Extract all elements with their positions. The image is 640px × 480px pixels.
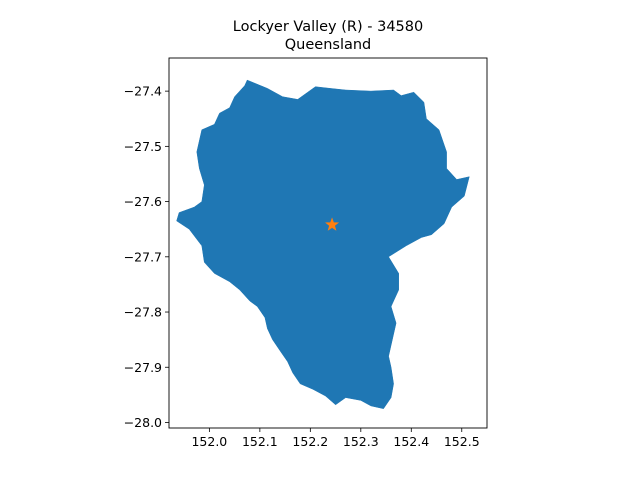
x-tick-label: 152.0 [191,434,227,449]
y-tick-label: −27.8 [124,305,162,320]
y-tick-label: −27.9 [124,360,162,375]
x-axis-ticks: 152.0 152.1 152.2 152.3 152.4 152.5 [191,428,480,449]
y-tick-label: −27.5 [124,139,162,154]
y-tick-label: −28.0 [124,415,162,430]
axes-frame [168,57,488,429]
x-tick-label: 152.1 [242,434,278,449]
region-polygon [176,79,470,409]
plot-area: 152.0 152.1 152.2 152.3 152.4 152.5 −27.4−27.… [124,57,488,449]
y-tick-label: −27.7 [124,249,162,264]
chart-title-line-1: Lockyer Valley (R) - 34580 [233,19,423,35]
chart-title-line-2: Queensland [285,37,372,53]
y-tick-label: −27.4 [124,84,162,99]
x-tick-label: 152.5 [444,434,480,449]
x-tick-label: 152.3 [343,434,379,449]
x-tick-label: 152.2 [292,434,328,449]
x-tick-label: 152.4 [393,434,429,449]
y-axis-ticks: −27.4 −27.5 −27.6 −27.7 −27.8 −27.9 −28.0 [124,84,169,430]
centroid-star-marker [325,217,340,231]
y-tick-label: −27.6 [124,194,162,209]
